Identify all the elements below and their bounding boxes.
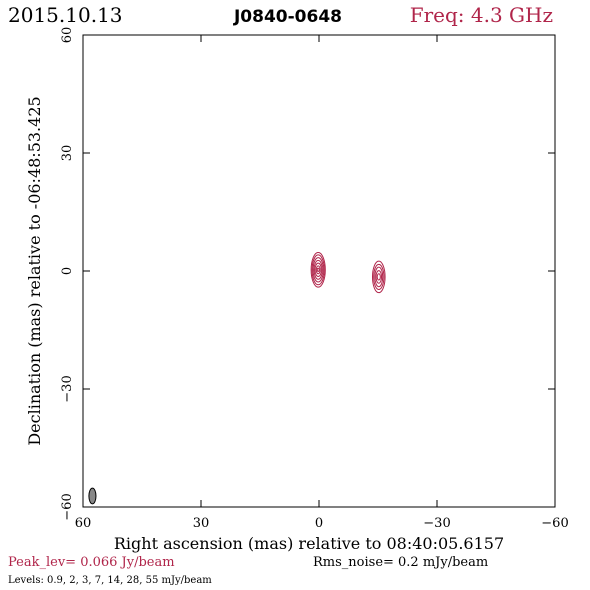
y-tick-label: 30	[60, 145, 75, 162]
source-name: J0840-0648	[233, 7, 342, 27]
contour-level-7	[316, 267, 320, 272]
observation-date: 2015.10.13	[8, 3, 123, 27]
contour-level-5	[376, 273, 381, 281]
contour-levels: Levels: 0.9, 2, 3, 7, 14, 28, 55 mJy/bea…	[8, 575, 212, 586]
restoring-beam	[88, 487, 97, 505]
y-tick-label: 0	[60, 267, 75, 275]
x-tick-label: −60	[541, 516, 568, 531]
y-tick-labels: 60 30 0 −30 −60	[60, 27, 75, 521]
contour-level-2	[311, 254, 325, 286]
y-tick-label: −60	[60, 493, 75, 520]
rms-noise: Rms_noise= 0.2 mJy/beam	[313, 555, 488, 570]
y-axis-label: Declination (mas) relative to -06:48:53.…	[25, 96, 44, 445]
source-component-1	[310, 252, 326, 288]
contour-level-4	[313, 259, 323, 280]
y-tick-label: −30	[60, 375, 75, 402]
beam-layer	[88, 487, 97, 505]
contour-level-1	[310, 252, 326, 288]
source-component-2	[371, 260, 386, 294]
x-tick-label: 0	[315, 516, 323, 531]
contour-level-3	[374, 266, 384, 288]
x-tick-labels: 60 30 0 −30 −60	[75, 516, 569, 531]
contour-level-4	[375, 270, 383, 284]
x-tick-label: 60	[75, 516, 92, 531]
x-axis-label: Right ascension (mas) relative to 08:40:…	[114, 534, 504, 553]
contour-components	[310, 252, 386, 294]
contour-level-3	[312, 257, 324, 283]
y-tick-label: 60	[60, 27, 75, 44]
contour-level-1	[371, 260, 386, 294]
axis-ticks	[82, 34, 556, 508]
peak-level: Peak_lev= 0.066 Jy/beam	[8, 555, 175, 570]
contour-level-5	[314, 262, 322, 278]
x-tick-label: 30	[193, 516, 210, 531]
contour-level-2	[373, 263, 385, 290]
frequency-label: Freq: 4.3 GHz	[410, 3, 553, 27]
contour-level-6	[315, 265, 321, 275]
x-tick-label: −30	[423, 516, 450, 531]
